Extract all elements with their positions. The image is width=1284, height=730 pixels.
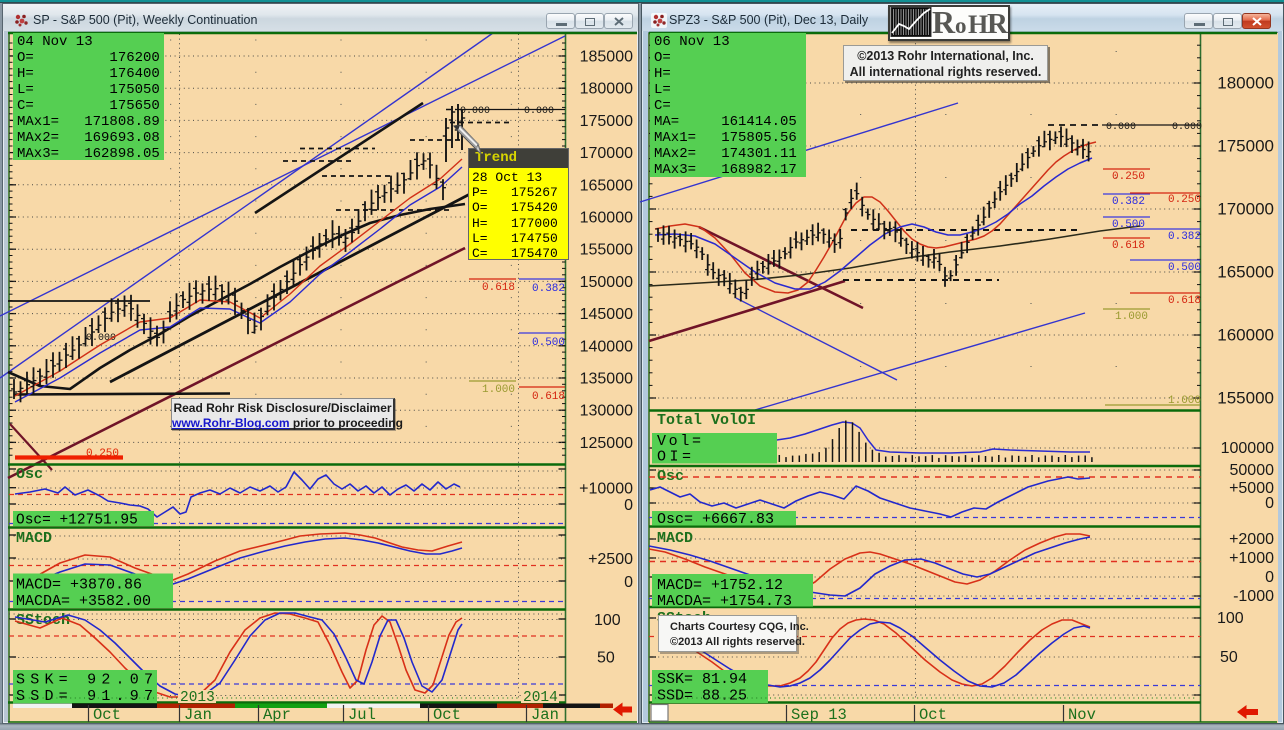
svg-text:Oct: Oct: [919, 706, 947, 724]
svg-text:165000: 165000: [1217, 263, 1274, 282]
svg-text:2014: 2014: [523, 690, 558, 706]
svg-text:0.000: 0.000: [524, 106, 554, 117]
svg-text:SSK= 81.94: SSK= 81.94: [657, 671, 747, 688]
svg-text:MACD= +3870.86: MACD= +3870.86: [16, 577, 142, 594]
svg-text:OI=: OI=: [657, 449, 691, 466]
svg-text:0.500: 0.500: [1112, 219, 1145, 231]
svg-text:50000: 50000: [1230, 462, 1275, 479]
svg-text:0.618: 0.618: [532, 391, 565, 403]
svg-text:0.618: 0.618: [1112, 240, 1145, 252]
svg-text:165000: 165000: [580, 177, 633, 194]
svg-text:+2500: +2500: [588, 551, 633, 568]
svg-text:Osc= +12751.95: Osc= +12751.95: [16, 513, 138, 529]
svg-text:2013: 2013: [180, 690, 215, 706]
svg-text:0.000: 0.000: [86, 333, 116, 344]
svg-text:+10000: +10000: [579, 481, 633, 498]
svg-text:+5000: +5000: [1229, 480, 1274, 497]
svg-text:0.500: 0.500: [1168, 262, 1201, 274]
svg-text:Oct: Oct: [93, 706, 121, 724]
svg-text:Apr: Apr: [263, 706, 291, 724]
svg-text:Jan: Jan: [184, 706, 212, 724]
svg-text:o: o: [955, 13, 967, 38]
svg-text:0.382: 0.382: [1168, 231, 1201, 243]
svg-text:100: 100: [594, 612, 621, 629]
svg-text:Jan: Jan: [531, 706, 559, 724]
svg-text:125000: 125000: [580, 435, 633, 452]
svg-text:145000: 145000: [580, 306, 633, 323]
svg-text:150000: 150000: [580, 274, 633, 291]
svg-text:0: 0: [1265, 569, 1274, 586]
svg-text:0.382: 0.382: [532, 283, 565, 295]
svg-text:0.250: 0.250: [1112, 171, 1145, 183]
svg-text:0.000: 0.000: [460, 106, 490, 117]
svg-text:185000: 185000: [580, 49, 633, 66]
svg-text:Oct: Oct: [433, 706, 461, 724]
svg-text:155000: 155000: [580, 242, 633, 259]
svg-text:130000: 130000: [580, 403, 633, 420]
svg-text:0.618: 0.618: [1168, 295, 1201, 307]
svg-text:50: 50: [1220, 649, 1238, 666]
svg-text:Sep 13: Sep 13: [791, 706, 847, 724]
svg-text:0: 0: [624, 497, 633, 514]
svg-text:MACD: MACD: [16, 530, 52, 547]
svg-text:50: 50: [597, 650, 615, 667]
svg-text:R: R: [987, 8, 1008, 39]
svg-text:+1000: +1000: [1229, 550, 1274, 567]
svg-text:1.000: 1.000: [1115, 311, 1148, 323]
svg-text:100000: 100000: [1221, 440, 1274, 457]
svg-text:0.000: 0.000: [1106, 122, 1136, 133]
svg-text:MACD: MACD: [657, 530, 693, 547]
svg-text:R: R: [932, 7, 956, 39]
svg-text:180000: 180000: [1217, 74, 1274, 93]
svg-text:+2000: +2000: [1229, 531, 1274, 548]
svg-text:160000: 160000: [1217, 326, 1274, 345]
svg-text:Osc: Osc: [16, 466, 43, 483]
svg-text:0: 0: [624, 574, 633, 591]
svg-text:Osc= +6667.83: Osc= +6667.83: [657, 511, 774, 528]
svg-text:1.000: 1.000: [1168, 395, 1201, 407]
svg-text:100: 100: [1217, 610, 1244, 627]
svg-text:Nov: Nov: [1068, 706, 1096, 724]
svg-text:H: H: [968, 10, 988, 39]
svg-text:0.250: 0.250: [86, 448, 119, 460]
svg-text:Osc: Osc: [657, 468, 684, 485]
svg-text:MACDA= +1754.73: MACDA= +1754.73: [657, 593, 792, 610]
svg-text:0.618: 0.618: [482, 282, 515, 294]
svg-text:0: 0: [1265, 495, 1274, 512]
svg-text:1.000: 1.000: [482, 384, 515, 396]
svg-text:175000: 175000: [580, 113, 633, 130]
svg-text:0.000: 0.000: [1172, 122, 1202, 133]
svg-text:170000: 170000: [580, 145, 633, 162]
svg-text:Total VolOI: Total VolOI: [657, 412, 756, 429]
svg-text:160000: 160000: [580, 210, 633, 227]
svg-text:Jul: Jul: [348, 706, 376, 724]
svg-text:MACD= +1752.12: MACD= +1752.12: [657, 577, 783, 594]
svg-text:135000: 135000: [580, 371, 633, 388]
svg-text:MACDA= +3582.00: MACDA= +3582.00: [16, 593, 151, 610]
svg-text:180000: 180000: [580, 81, 633, 98]
svg-text:-1000: -1000: [1233, 588, 1274, 605]
svg-text:175000: 175000: [1217, 137, 1274, 156]
svg-text:0.382: 0.382: [1112, 196, 1145, 208]
svg-text:SSD= 88.25: SSD= 88.25: [657, 688, 747, 705]
svg-text:0.250: 0.250: [1168, 194, 1201, 206]
svg-text:170000: 170000: [1217, 200, 1274, 219]
svg-text:140000: 140000: [580, 338, 633, 355]
svg-text:0.500: 0.500: [532, 337, 565, 349]
svg-text:155000: 155000: [1217, 389, 1274, 408]
